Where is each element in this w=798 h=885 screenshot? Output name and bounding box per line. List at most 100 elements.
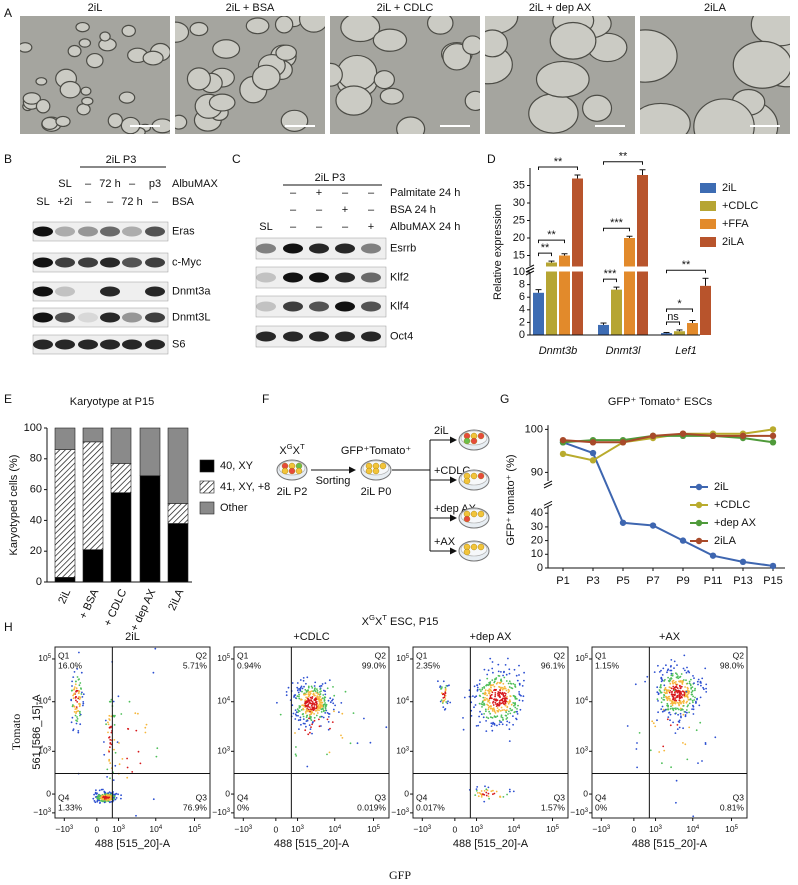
event-dot bbox=[480, 790, 483, 792]
colony bbox=[426, 16, 454, 35]
event-dot bbox=[109, 742, 112, 744]
event-dot bbox=[102, 797, 104, 800]
event-dot bbox=[678, 676, 681, 679]
event-dot bbox=[104, 791, 107, 794]
event-dot bbox=[72, 694, 74, 697]
blot-band bbox=[55, 226, 75, 237]
event-dot bbox=[670, 669, 673, 672]
event-dot bbox=[313, 704, 316, 706]
event-dot bbox=[107, 798, 110, 801]
event-dot bbox=[676, 676, 678, 679]
event-dot bbox=[444, 692, 447, 695]
event-dot bbox=[71, 680, 73, 683]
event-dot bbox=[73, 705, 75, 708]
event-dot bbox=[517, 704, 519, 707]
blot-band bbox=[122, 226, 142, 237]
figure-subtitle-part: G bbox=[369, 613, 375, 622]
plot-frame bbox=[591, 646, 748, 819]
event-dot bbox=[310, 704, 313, 707]
event-dot bbox=[328, 679, 331, 682]
colony bbox=[340, 16, 381, 43]
event-dot bbox=[512, 723, 514, 726]
event-dot bbox=[649, 749, 652, 752]
significance-label: ** bbox=[541, 242, 550, 254]
colony bbox=[80, 86, 92, 96]
y-tick-label: 0 bbox=[519, 329, 525, 341]
blot-label: Esrrb bbox=[390, 242, 416, 254]
event-dot bbox=[497, 691, 500, 693]
event-dot bbox=[320, 698, 323, 700]
cell bbox=[365, 467, 373, 475]
event-dot bbox=[516, 708, 518, 710]
event-dot bbox=[79, 710, 81, 713]
event-dot bbox=[661, 674, 664, 676]
quadrant-percent: 99.0% bbox=[362, 660, 387, 670]
event-dot bbox=[304, 722, 306, 725]
event-dot bbox=[698, 704, 701, 707]
event-dot bbox=[523, 671, 525, 674]
event-dot bbox=[665, 695, 667, 698]
y-tick-label: 103 bbox=[396, 746, 409, 756]
event-dot bbox=[309, 717, 312, 720]
event-dot bbox=[108, 801, 111, 804]
blot-band bbox=[145, 312, 165, 323]
event-dot bbox=[102, 788, 104, 791]
event-dot bbox=[314, 690, 317, 693]
event-dot bbox=[504, 694, 507, 697]
x-tick-label: P1 bbox=[556, 575, 569, 587]
event-dot bbox=[498, 719, 501, 722]
y-tick-label-sup: 5 bbox=[48, 654, 52, 660]
point bbox=[619, 519, 627, 526]
event-dot bbox=[513, 695, 516, 698]
event-dot bbox=[661, 762, 663, 765]
y-tick-label: 20 bbox=[531, 535, 543, 547]
event-dot bbox=[504, 704, 507, 707]
event-dot bbox=[660, 701, 663, 704]
event-dot bbox=[297, 709, 300, 712]
event-dot bbox=[297, 714, 299, 717]
event-dot bbox=[672, 721, 674, 724]
sorted-label: GFP⁺Tomato⁺ bbox=[341, 445, 411, 457]
event-dot bbox=[489, 707, 492, 710]
event-dot bbox=[112, 700, 115, 703]
colony bbox=[175, 114, 188, 130]
bar-segment bbox=[110, 492, 132, 583]
event-dot bbox=[321, 683, 324, 685]
event-dot bbox=[488, 699, 491, 702]
event-dot bbox=[310, 726, 312, 728]
branch-label: +CDLC bbox=[434, 465, 470, 477]
event-dot bbox=[317, 693, 320, 696]
event-dot bbox=[312, 702, 315, 705]
event-dot bbox=[285, 694, 288, 697]
point bbox=[559, 436, 567, 444]
event-dot bbox=[674, 732, 677, 734]
event-dot bbox=[299, 688, 302, 691]
event-dot bbox=[316, 697, 319, 700]
event-dot bbox=[326, 718, 329, 721]
event-dot bbox=[686, 689, 689, 692]
event-dot bbox=[682, 708, 684, 711]
x-tick-label-sup: 5 bbox=[735, 825, 739, 831]
event-dot bbox=[509, 707, 512, 710]
event-dot bbox=[670, 766, 672, 769]
image-title: 2iL + BSA bbox=[226, 2, 275, 14]
event-dot bbox=[507, 702, 510, 705]
event-dot bbox=[487, 669, 490, 672]
event-dot bbox=[682, 742, 684, 744]
x-tick-label-sup: 3 bbox=[428, 825, 432, 831]
event-dot bbox=[691, 699, 694, 702]
event-dot bbox=[688, 726, 691, 729]
event-dot bbox=[474, 696, 476, 699]
quadrant-percent: 16.0% bbox=[58, 660, 83, 670]
event-dot bbox=[114, 751, 117, 754]
event-dot bbox=[485, 710, 487, 713]
x-tick-label-sup: 3 bbox=[301, 825, 305, 831]
event-dot bbox=[503, 670, 505, 673]
event-dot bbox=[681, 680, 684, 682]
event-dot bbox=[312, 721, 314, 723]
x-tick-label: 105 bbox=[546, 824, 559, 834]
event-dot bbox=[297, 691, 300, 694]
event-dot bbox=[331, 721, 334, 723]
event-dot bbox=[134, 712, 137, 715]
